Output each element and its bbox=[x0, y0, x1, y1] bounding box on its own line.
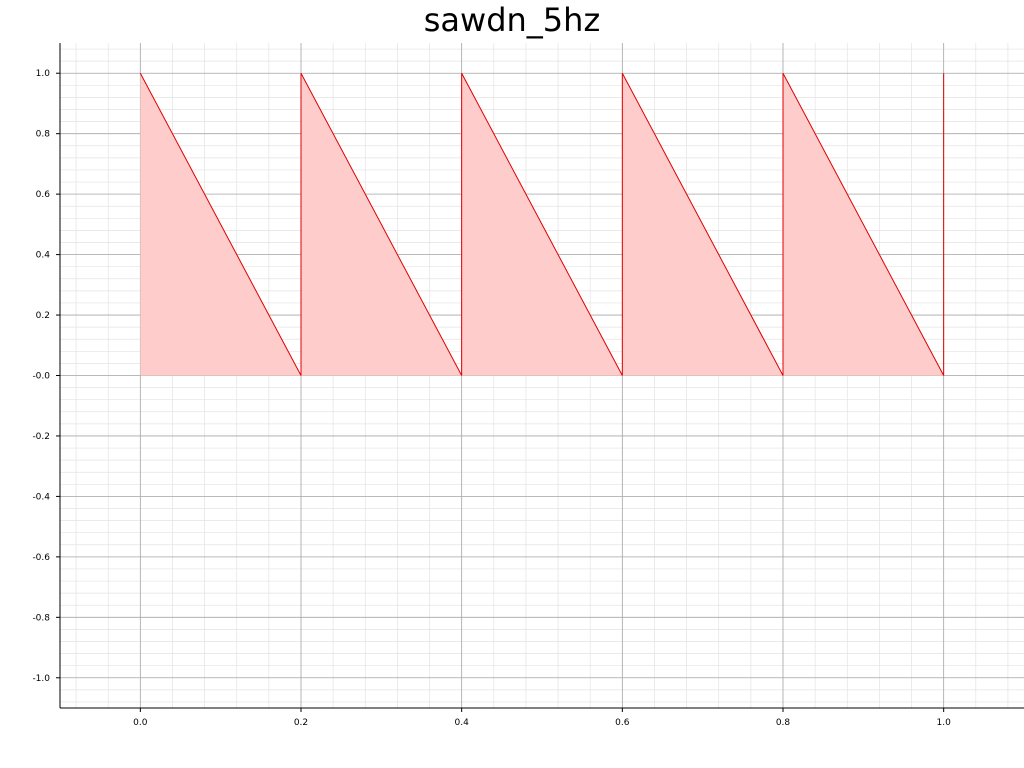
series-line bbox=[139, 72, 945, 376]
x-tick-label: 0.0 bbox=[133, 718, 148, 728]
y-tick-label: -1.0 bbox=[32, 674, 50, 684]
y-tick-label: 0.2 bbox=[36, 311, 50, 321]
series-area bbox=[140, 73, 944, 376]
axes bbox=[56, 43, 1024, 712]
chart-title: sawdn_5hz bbox=[423, 1, 601, 39]
y-tick-label: -0.0 bbox=[32, 372, 50, 382]
series-fill-0 bbox=[140, 73, 944, 376]
x-tick-label: 0.6 bbox=[615, 718, 630, 728]
x-tick-label: 0.4 bbox=[455, 718, 470, 728]
x-tick-label: 1.0 bbox=[937, 718, 952, 728]
x-tick-label: 0.8 bbox=[776, 718, 791, 728]
y-tick-label: 0.8 bbox=[36, 130, 51, 140]
x-tick-label: 0.2 bbox=[294, 718, 308, 728]
y-tick-label: -0.2 bbox=[32, 432, 50, 442]
tick-labels: -1.0 -0.8 -0.6 -0.4 -0.2 -0.0 0.2 0.4 0.6 0.8 1.0 0… bbox=[32, 69, 951, 728]
y-tick-label: -0.4 bbox=[32, 492, 50, 502]
y-tick-label: -0.8 bbox=[32, 613, 50, 623]
y-tick-label: -0.6 bbox=[32, 553, 50, 563]
y-tick-label: 0.6 bbox=[36, 190, 51, 200]
y-tick-label: 0.4 bbox=[36, 251, 51, 261]
y-tick-label: 1.0 bbox=[36, 69, 51, 79]
